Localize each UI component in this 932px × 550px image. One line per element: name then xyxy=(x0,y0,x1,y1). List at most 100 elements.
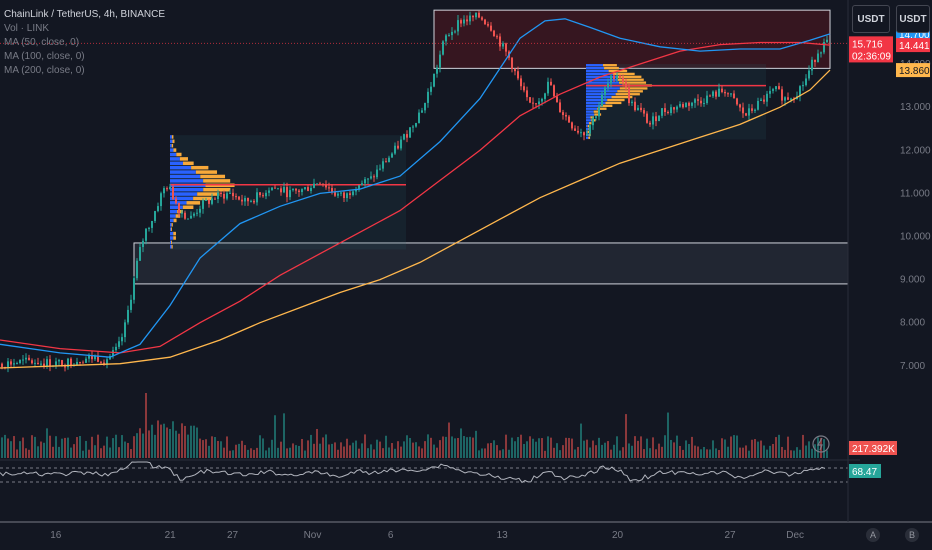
volume-profile-bar xyxy=(175,214,181,218)
volume-profile-bar xyxy=(170,209,178,214)
candle-body xyxy=(799,86,801,97)
candle-body xyxy=(481,17,483,20)
candle-body xyxy=(322,183,324,185)
candle xyxy=(124,319,126,343)
log-scale-button[interactable]: B xyxy=(905,528,919,542)
candle xyxy=(454,29,456,34)
candle-body xyxy=(334,192,336,196)
price-label-text: 13.860 xyxy=(899,66,930,77)
volume-bar xyxy=(670,439,672,458)
candle-body xyxy=(31,360,33,364)
candle xyxy=(301,188,303,196)
candle-body xyxy=(679,104,681,107)
volume-bar xyxy=(100,448,102,458)
candle xyxy=(361,180,363,186)
price-label-bg xyxy=(849,48,893,63)
candle xyxy=(424,102,426,114)
volume-bar xyxy=(157,420,159,458)
candle xyxy=(604,86,606,100)
volume-bar xyxy=(358,448,360,458)
volume-bar xyxy=(769,445,771,458)
volume-profile-bar xyxy=(186,201,201,205)
volume-bar xyxy=(523,443,525,458)
volume-bar xyxy=(409,438,411,458)
candle xyxy=(289,186,291,201)
candle-body xyxy=(13,363,15,365)
candle xyxy=(427,88,429,108)
volume-bar xyxy=(184,425,186,458)
volume-profile-bar xyxy=(177,209,183,214)
candle xyxy=(226,191,228,201)
lightning-icon xyxy=(816,437,823,451)
candle-body xyxy=(577,130,579,133)
volume-bar xyxy=(154,434,156,458)
volume-bar xyxy=(784,449,786,458)
volume-bar xyxy=(505,434,507,458)
candle xyxy=(724,89,726,97)
candle-body xyxy=(241,199,243,202)
candle-body xyxy=(676,106,678,110)
volume-bar xyxy=(16,449,18,458)
candle-body xyxy=(535,103,537,105)
candle xyxy=(181,209,183,218)
volume-profile-bar xyxy=(203,179,231,183)
candle xyxy=(772,87,774,94)
candle-body xyxy=(802,85,804,87)
volume-profile-bar xyxy=(588,136,591,139)
volume-bar xyxy=(739,447,741,458)
price-tick-label: 8.000 xyxy=(900,318,925,329)
volume-bar xyxy=(619,450,621,458)
candle-body xyxy=(343,192,345,199)
candle xyxy=(40,360,42,367)
volume-bar xyxy=(163,423,165,458)
candle-body xyxy=(718,88,720,97)
volume-bar xyxy=(4,434,6,458)
candle xyxy=(157,202,159,213)
candle-body xyxy=(10,361,12,365)
candle xyxy=(727,92,729,97)
currency-button-2[interactable]: USDT xyxy=(896,5,930,33)
auto-scale-button[interactable]: A xyxy=(866,528,880,542)
candle xyxy=(121,333,123,346)
volume-profile-bar xyxy=(611,95,633,99)
volume-bar xyxy=(73,444,75,458)
volume-bar xyxy=(577,446,579,458)
volume-bar xyxy=(388,447,390,458)
candle-body xyxy=(451,31,453,36)
price-label-text: 15.716 xyxy=(852,39,883,50)
candle xyxy=(523,82,525,93)
candle xyxy=(412,125,414,133)
candle-body xyxy=(388,157,390,163)
candle-body xyxy=(721,88,723,92)
volume-profile-bar xyxy=(173,218,177,223)
candle-body xyxy=(127,309,129,323)
time-tick-label: Dec xyxy=(786,530,804,541)
candle xyxy=(571,121,573,131)
volume-profile-bar xyxy=(617,90,643,93)
volume-bar xyxy=(85,440,87,458)
volume-profile-bar xyxy=(170,165,192,170)
volume-bar xyxy=(241,440,243,458)
candle xyxy=(283,182,285,194)
volume-bar xyxy=(7,438,9,458)
volume-bar xyxy=(400,446,402,458)
candle-body xyxy=(778,86,780,90)
candle xyxy=(64,363,66,372)
volume-bar xyxy=(823,439,825,458)
candle-body xyxy=(328,187,330,189)
candle-body xyxy=(217,192,219,200)
volume-profile-bar xyxy=(589,122,592,125)
volume-profile-bar xyxy=(586,98,608,102)
candle xyxy=(235,193,237,200)
volume-bar xyxy=(13,436,15,458)
volume-bar xyxy=(136,433,138,458)
volume-bar xyxy=(793,450,795,458)
currency-button-1[interactable]: USDT xyxy=(852,5,890,33)
volume-bar xyxy=(367,448,369,458)
candle xyxy=(229,189,231,194)
candle xyxy=(421,107,423,114)
volume-profile-bar xyxy=(586,107,598,110)
volume-bar xyxy=(331,443,333,458)
candle-body xyxy=(616,75,618,79)
